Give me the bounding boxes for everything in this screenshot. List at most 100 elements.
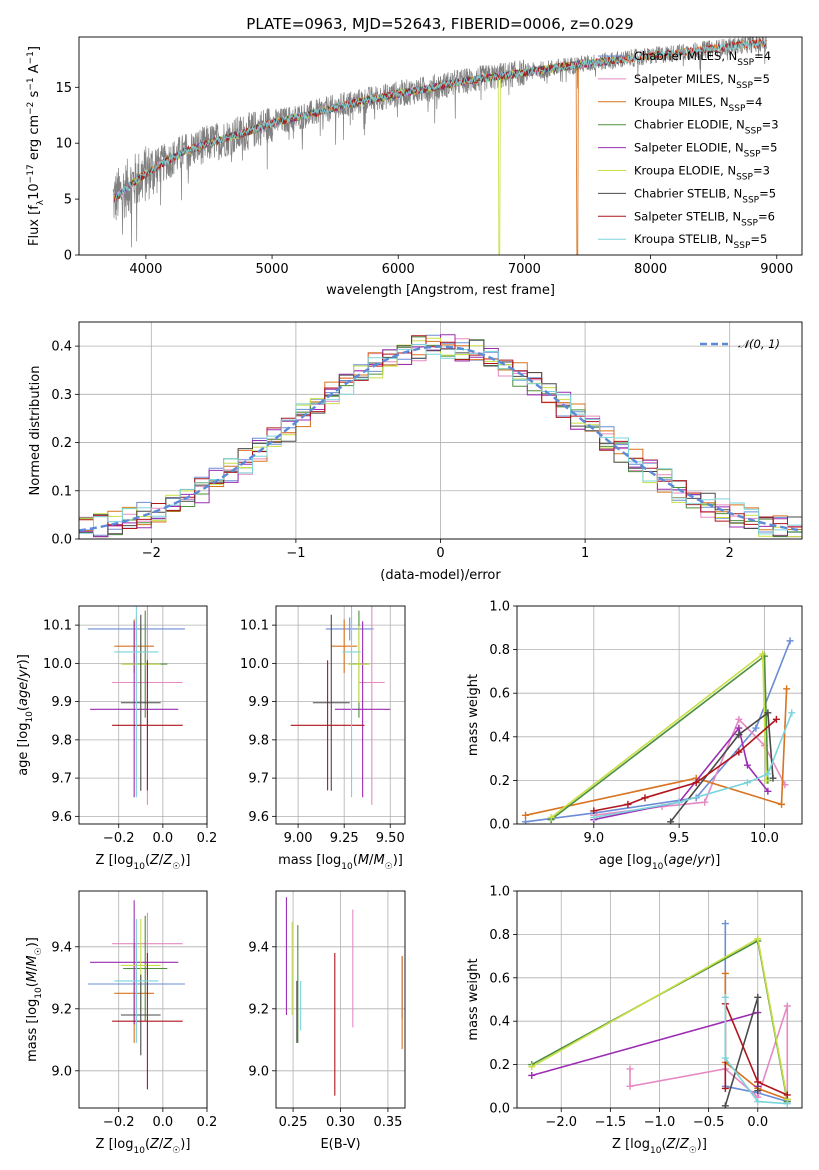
x-tick-label: 9.50 (376, 831, 405, 846)
y-tick-label: 9.6 (51, 810, 72, 825)
weight-marker (743, 779, 751, 787)
weight-marker (667, 818, 675, 824)
weight-marker (626, 1065, 634, 1073)
figure-title: PLATE=0963, MJD=52643, FIBERID=0006, z=0… (246, 15, 633, 33)
weight-marker (743, 761, 751, 769)
x-tick-label: 9.00 (284, 831, 313, 846)
legend-entry-3: Chabrier ELODIE, NSSP=3 (634, 118, 779, 137)
hist-axes: −2 −1 0 1 2 0.0 0.1 0.2 0.3 0.4 (51, 322, 802, 561)
weight-marker (759, 650, 767, 658)
x-tick-label: 9.5 (669, 831, 690, 846)
x-tick-label: 1 (581, 546, 589, 561)
x-tick-label: −2.0 (545, 1115, 577, 1130)
x-tick-label: 0.30 (326, 1115, 355, 1130)
x-tick-label: 0.35 (373, 1115, 402, 1130)
wZ-axes: −2.0 −1.5 −1.0 −0.5 0.0 0.0 0.2 0.4 0.6 0.8 1.0 (489, 885, 802, 1130)
plot-layer: 4000 5000 6000 7000 8000 9000051015wavelength… (16, 36, 803, 1156)
weight-marker (721, 993, 729, 1001)
x-tick-label: 4000 (129, 262, 162, 277)
y-tick-label: 0.3 (51, 388, 72, 403)
weight-marker (752, 724, 760, 732)
weight-marker (764, 770, 772, 778)
model-spectrum-0 (113, 55, 619, 201)
weight-marker (754, 1087, 762, 1095)
model-spectrum-4 (114, 55, 619, 198)
wZ-frame (516, 890, 803, 1109)
weight-marker (762, 776, 770, 784)
weight-line-4 (531, 1011, 759, 1087)
y-tick-label: 9.2 (248, 1002, 269, 1017)
x-tick-label: −1.5 (595, 1115, 627, 1130)
x-tick-label: −0.2 (103, 831, 135, 846)
x-tick-label: 10.0 (750, 831, 779, 846)
y-tick-label: 9.9 (248, 695, 269, 710)
x-tick-label: 0.2 (197, 1115, 218, 1130)
y-tick-label: 0.2 (51, 436, 72, 451)
massE-xlabel: E(B-V) (320, 1137, 360, 1152)
y-tick-label: 0.8 (489, 928, 510, 943)
wZ-ylabel: mass weight (466, 958, 481, 1040)
y-tick-label: 9.4 (248, 940, 269, 955)
weight-marker (772, 715, 780, 723)
x-tick-label: −1 (286, 546, 305, 561)
weight-marker (788, 709, 796, 717)
ageM-plot (290, 606, 391, 805)
spectrum-ylabel: Flux [fλ10−17 erg cm−2 s−1 A−1] (26, 46, 46, 246)
weight-line-7 (593, 718, 777, 812)
weight-marker (675, 798, 683, 806)
weight-marker (764, 709, 772, 717)
y-tick-label: 0.2 (489, 774, 510, 789)
y-tick-label: 0.4 (51, 340, 72, 355)
weight-marker (754, 1097, 762, 1105)
legend-entry-2: Kroupa MILES, NSSP=4 (634, 95, 762, 114)
normal-curve (79, 345, 802, 532)
ageZ-ylabel: age [log10(age/yr)] (16, 654, 35, 776)
y-tick-label: 9.8 (51, 733, 72, 748)
weight-line-1 (593, 717, 786, 817)
y-tick-label: 0.1 (51, 484, 72, 499)
legend-entry-1: Salpeter MILES, NSSP=5 (634, 72, 770, 91)
y-tick-label: 0.6 (489, 971, 510, 986)
weight-marker (721, 1102, 729, 1108)
weight-marker (721, 1054, 729, 1062)
y-tick-label: 0.2 (489, 1058, 510, 1073)
y-tick-label: 0.0 (489, 818, 510, 833)
weight-marker (721, 969, 729, 977)
weight-marker (641, 794, 649, 802)
weight-marker (754, 935, 762, 943)
y-tick-label: 0.6 (489, 687, 510, 702)
x-tick-label: 2 (726, 546, 734, 561)
weight-marker (590, 813, 598, 821)
massZ-axes: −0.2 0.0 0.2 9.0 9.2 9.4 (51, 891, 217, 1130)
weight-line-2 (525, 688, 788, 817)
wAge-ylabel: mass weight (466, 674, 481, 756)
weight-marker (754, 1078, 762, 1086)
weight-marker (626, 1082, 634, 1090)
massZ-plot (87, 900, 185, 1090)
weight-marker (721, 1084, 729, 1092)
y-tick-label: 0.0 (51, 533, 72, 548)
y-tick-label: 9.9 (51, 695, 72, 710)
weight-marker (764, 787, 772, 795)
x-tick-label: 9000 (760, 262, 793, 277)
y-tick-label: 9.7 (51, 772, 72, 787)
y-tick-label: 9.7 (248, 772, 269, 787)
ageZ-axes: −0.2 0.0 0.2 9.6 9.7 9.8 9.9 10.0 10.1 (43, 606, 217, 846)
wAge-xlabel: age [log10(age/yr)] (599, 853, 721, 872)
x-tick-label: 0 (436, 546, 444, 561)
massE-frame (275, 890, 406, 1109)
y-tick-label: 10.0 (43, 657, 72, 672)
y-tick-label: 1.0 (489, 600, 510, 615)
legend-entry-8: Kroupa STELIB, NSSP=5 (634, 232, 767, 251)
ageZ-frame (78, 605, 208, 825)
model-spectrum-5 (113, 56, 619, 255)
weight-marker (735, 715, 743, 723)
y-tick-label: 0 (64, 249, 72, 264)
histogram-xlabel: (data-model)/error (380, 568, 501, 583)
massE-axes: 0.25 0.30 0.35 9.0 9.2 9.4 (248, 891, 405, 1130)
model-spectrum-6 (113, 55, 619, 203)
ageZ-xlabel: Z [log10(Z/Z☉)] (96, 853, 191, 872)
wAge-plot (522, 637, 796, 824)
legend-entry-0: Chabrier MILES, NSSP=4 (634, 49, 771, 68)
weight-marker (701, 798, 709, 806)
